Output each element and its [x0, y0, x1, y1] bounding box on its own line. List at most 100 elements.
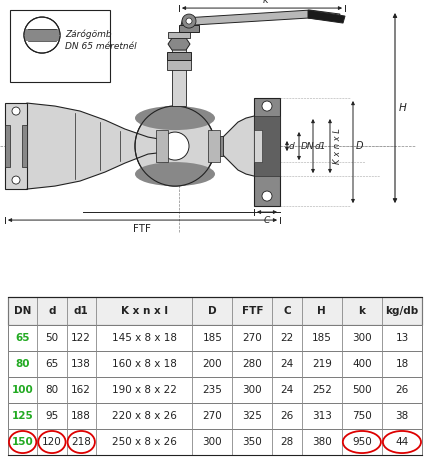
Bar: [8, 403, 422, 429]
Text: k: k: [358, 306, 366, 316]
Circle shape: [262, 101, 272, 111]
Bar: [165, 136, 175, 156]
Bar: [179, 25, 199, 32]
Bar: [167, 60, 191, 70]
Text: 185: 185: [203, 333, 222, 343]
Circle shape: [24, 17, 60, 53]
Text: d1: d1: [315, 142, 326, 151]
Bar: [5, 125, 10, 167]
Text: 270: 270: [243, 333, 262, 343]
Text: d: d: [289, 142, 295, 151]
Text: Zárógömb
DN 65 méretnél: Zárógömb DN 65 méretnél: [65, 29, 137, 51]
Text: 38: 38: [395, 411, 408, 421]
Polygon shape: [168, 38, 190, 50]
Text: 190 x 8 x 22: 190 x 8 x 22: [112, 385, 176, 395]
Polygon shape: [220, 116, 254, 176]
Text: 220 x 8 x 26: 220 x 8 x 26: [112, 411, 176, 421]
Text: 188: 188: [71, 411, 91, 421]
Text: 120: 120: [42, 437, 62, 447]
Text: k: k: [262, 0, 268, 5]
Bar: [22, 125, 27, 167]
Text: 100: 100: [12, 385, 34, 395]
Bar: [254, 130, 262, 162]
Text: K x n x l: K x n x l: [120, 306, 168, 316]
Text: K x n x L: K x n x L: [333, 128, 342, 164]
Text: 280: 280: [243, 359, 262, 369]
Text: 18: 18: [395, 359, 408, 369]
Text: 313: 313: [312, 411, 332, 421]
Text: 200: 200: [203, 359, 222, 369]
Text: 13: 13: [395, 333, 408, 343]
Bar: [10, 10, 110, 82]
Text: 122: 122: [71, 333, 91, 343]
Text: 28: 28: [280, 437, 294, 447]
Circle shape: [262, 191, 272, 201]
Text: 44: 44: [395, 437, 408, 447]
Text: DN: DN: [301, 142, 315, 151]
Bar: [8, 429, 422, 455]
Text: 250 x 8 x 26: 250 x 8 x 26: [112, 437, 176, 447]
Text: 80: 80: [46, 385, 58, 395]
Text: D: D: [356, 141, 363, 151]
Text: D: D: [208, 306, 217, 316]
Bar: [156, 130, 168, 162]
Text: 138: 138: [71, 359, 91, 369]
Text: 26: 26: [280, 411, 294, 421]
Text: 162: 162: [71, 385, 91, 395]
Bar: [8, 297, 422, 325]
Text: 65: 65: [45, 359, 58, 369]
Circle shape: [12, 107, 20, 115]
Polygon shape: [27, 103, 165, 189]
Bar: [254, 116, 280, 176]
Text: 300: 300: [243, 385, 262, 395]
Text: 22: 22: [280, 333, 294, 343]
Text: 150: 150: [12, 437, 34, 447]
Polygon shape: [181, 10, 340, 25]
Text: 24: 24: [280, 359, 294, 369]
Text: 380: 380: [312, 437, 332, 447]
Bar: [168, 32, 190, 38]
Text: 325: 325: [243, 411, 262, 421]
Text: 235: 235: [203, 385, 222, 395]
Text: DN: DN: [14, 306, 31, 316]
Bar: [213, 136, 223, 156]
Ellipse shape: [135, 106, 215, 130]
Text: 350: 350: [243, 437, 262, 447]
Text: d: d: [48, 306, 56, 316]
Text: H: H: [317, 306, 326, 316]
Bar: [167, 52, 191, 60]
Text: 125: 125: [12, 411, 34, 421]
Bar: [8, 325, 422, 351]
Text: 300: 300: [203, 437, 222, 447]
Polygon shape: [24, 29, 60, 41]
Ellipse shape: [161, 132, 189, 160]
Text: kg/db: kg/db: [385, 306, 418, 316]
Bar: [8, 377, 422, 403]
Bar: [5, 103, 27, 189]
Bar: [24, 29, 60, 41]
Ellipse shape: [135, 106, 215, 186]
Text: 300: 300: [352, 333, 372, 343]
Circle shape: [182, 14, 196, 28]
Bar: [8, 351, 422, 377]
Text: 24: 24: [280, 385, 294, 395]
Text: 270: 270: [203, 411, 222, 421]
Text: 950: 950: [352, 437, 372, 447]
Text: 65: 65: [15, 333, 30, 343]
Text: 185: 185: [312, 333, 332, 343]
Text: 252: 252: [312, 385, 332, 395]
Text: C: C: [283, 306, 291, 316]
Text: H: H: [399, 103, 407, 113]
Text: 500: 500: [352, 385, 372, 395]
Ellipse shape: [135, 162, 215, 186]
Text: 750: 750: [352, 411, 372, 421]
Bar: [208, 130, 220, 162]
Text: 400: 400: [352, 359, 372, 369]
Text: 26: 26: [395, 385, 408, 395]
Text: d1: d1: [74, 306, 89, 316]
Text: 145 x 8 x 18: 145 x 8 x 18: [111, 333, 177, 343]
Polygon shape: [308, 10, 345, 23]
Text: 80: 80: [15, 359, 30, 369]
Text: FTF: FTF: [133, 224, 151, 234]
Circle shape: [186, 18, 192, 24]
